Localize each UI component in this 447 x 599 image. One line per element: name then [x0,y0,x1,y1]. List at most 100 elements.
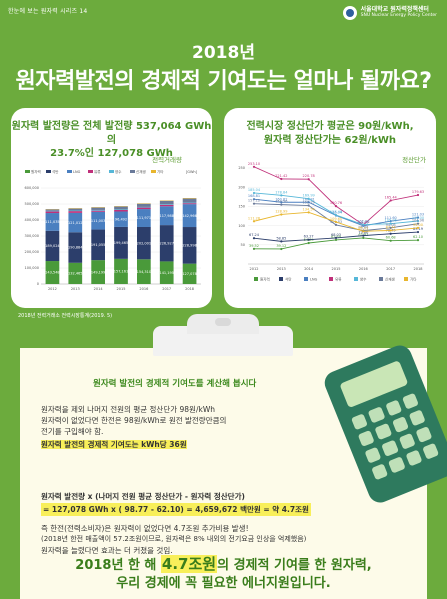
series-point [252,191,256,195]
bar-segment [114,206,128,210]
series-point [389,199,392,202]
series-point [389,226,392,229]
bar-value-label: 189,024 [45,244,60,248]
point-label: 102.28 [357,220,369,224]
point-label: 105.06 [385,219,397,223]
bar-segment [182,263,197,284]
point-label: 150.76 [330,201,342,205]
point-label: 128.99 [275,209,287,213]
formula-line-2: = 127,078 GWh x ( 98.77 - 62.10) = 4,659… [41,503,311,516]
point-label: 185.04 [248,188,261,192]
point-label: 73.86 [358,231,368,235]
legend-swatch [130,170,135,173]
bar-segment [91,211,105,230]
point-label: 99.39 [358,221,368,225]
bar-segment [45,213,60,231]
bar-segment [68,232,83,263]
legend-swatch [25,170,30,173]
bar-segment [91,207,105,210]
series-point [416,222,420,225]
x-tick-label: 2016 [359,267,368,271]
legend-swatch [109,170,114,173]
bar-value-label: 111,003 [91,219,105,223]
legend-swatch [88,170,93,173]
conclusion-pre: 2018년 한 해 [75,558,161,573]
series-point [280,194,283,197]
bar-segment [137,259,151,284]
bar-segment [114,258,128,284]
legend-label: 신재생 [136,169,146,174]
legend-swatch [379,277,383,281]
bar-value-label: 132,465 [68,272,82,276]
y-tick-label: 250 [238,166,245,170]
conclusion-line-1: 2018년 한 해 4.7조원의 경제적 기여를 한 원자력, [20,553,427,574]
series-point [252,202,256,205]
point-label: 165.44 [385,195,398,199]
bar-value-label: 117,988 [159,214,173,218]
series-point [416,193,420,197]
series-point [334,238,338,242]
series-point [307,197,310,200]
bar-segment [182,198,197,203]
bar-value-label: 228,998 [182,244,196,248]
series-point [389,239,392,242]
bar-segment [91,260,105,284]
bar-unit-label: [GWh] [186,170,198,174]
bar-segment [114,226,128,259]
generation-subtitle: 전력거래량 [152,156,182,164]
series-point [416,239,420,242]
bar-value-label: 141,195 [159,271,173,275]
x-tick-label: 2013 [277,267,286,271]
series-point [389,220,392,223]
calc-heading: 원자력 발전의 경제적 기여도를 계산해 봅시다 [93,379,257,389]
bar-segment [159,204,174,207]
x-tick-label: 2018 [185,287,194,291]
calc-paragraph-6: (2018년 한전 매출액이 57.2조원이므로, 원자력은 8% 내외의 전기… [41,535,307,543]
bar-segment [182,202,197,204]
point-label: 67.24 [249,233,260,237]
conclusion-amount: 4.7조원 [160,555,218,573]
logo-name: 서울대학교 원자력정책센터 [360,6,429,14]
legend-label: 신재생 [385,277,395,282]
point-label: 68.03 [331,233,341,237]
x-tick-label: 2012 [48,287,57,291]
point-label: 127.48 [330,210,342,214]
legend-label: 석탄 [285,277,292,282]
bar-segment [68,262,83,284]
bar-segment [182,203,197,205]
bar-segment [68,212,83,233]
legend-label: 기타 [410,277,417,282]
point-label: 39.12 [276,244,286,248]
y-tick-label: 200 [238,185,245,189]
bar-segment [159,225,174,262]
bar-segment [114,211,128,227]
point-label: 160.82 [275,197,287,201]
bar-value-label: 154,310 [137,270,151,274]
series-point [307,178,310,181]
bar-value-label: 190,884 [68,246,83,250]
y-tick-label: 200,000 [25,250,39,254]
point-label: 94.00 [413,223,423,227]
point-label: 221.42 [275,174,287,178]
generation-card: 원자력 발전량은 전체 발전량 537,064 GWh의 23.7%인 127,… [11,108,212,308]
bar-segment [182,204,197,228]
series-point [280,201,283,204]
series-point [389,229,392,232]
point-label: 83.19 [413,227,423,231]
point-label: 60.68 [386,236,396,240]
conclusion-post: 의 경제적 기여를 한 원자력, [217,558,372,573]
legend-swatch [279,277,283,281]
point-label: 112.00 [412,216,424,220]
series-point [389,232,392,235]
bar-value-label: 149,199 [91,270,105,274]
legend-label: LNG [73,170,81,174]
x-tick-label: 2016 [139,287,148,291]
legend-label: LNG [310,278,318,282]
y-tick-label: 150 [238,205,245,209]
generation-title-line1: 원자력 발전량은 전체 발전량 537,064 GWh의 [11,121,212,146]
bar-value-label: 199,465 [114,241,128,245]
bar-value-label: 111,971 [137,216,151,220]
point-label: 86.86 [358,226,368,230]
series-point [362,223,365,226]
bar-segment [159,206,174,226]
